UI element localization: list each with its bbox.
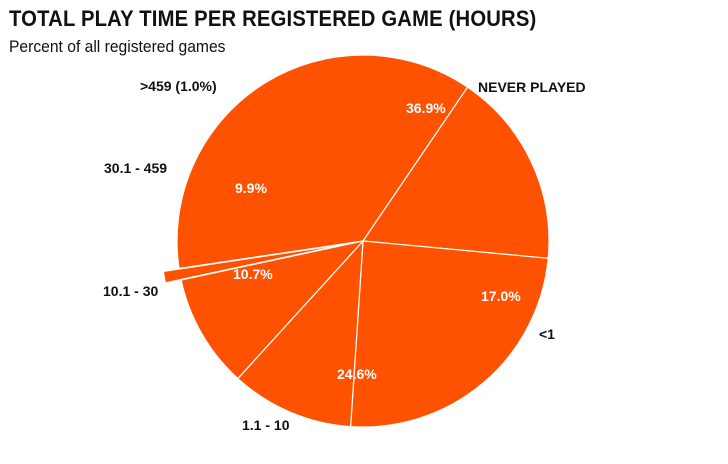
slice-category-label-4: 10.1 - 30 [103,283,158,299]
slice-value-label-5: 9.9% [235,180,267,196]
chart-title: TOTAL PLAY TIME PER REGISTERED GAME (HOU… [9,6,537,31]
slice-category-label-5: 30.1 - 459 [104,160,167,176]
slice-category-label-2: <1 [539,326,555,342]
slice-value-label-2: 17.0% [481,288,521,304]
slice-value-label-3: 24.6% [337,366,377,382]
slice-category-label-1: NEVER PLAYED [478,79,586,95]
pie-slice-1 [176,54,469,270]
pie-slice-4 [237,240,364,428]
slice-value-label-1: 36.9% [406,100,446,116]
pie-slice-6 [162,243,348,284]
chart-subtitle: Percent of all registered games [9,37,226,56]
pie-slice-2 [362,86,550,259]
slice-value-label-4: 10.7% [233,266,273,282]
pie-slice-5 [180,240,364,380]
slice-category-label-3: 1.1 - 10 [242,417,290,433]
slice-category-label-6: >459 (1.0%) [140,78,217,94]
pie-slice-3 [350,240,549,428]
